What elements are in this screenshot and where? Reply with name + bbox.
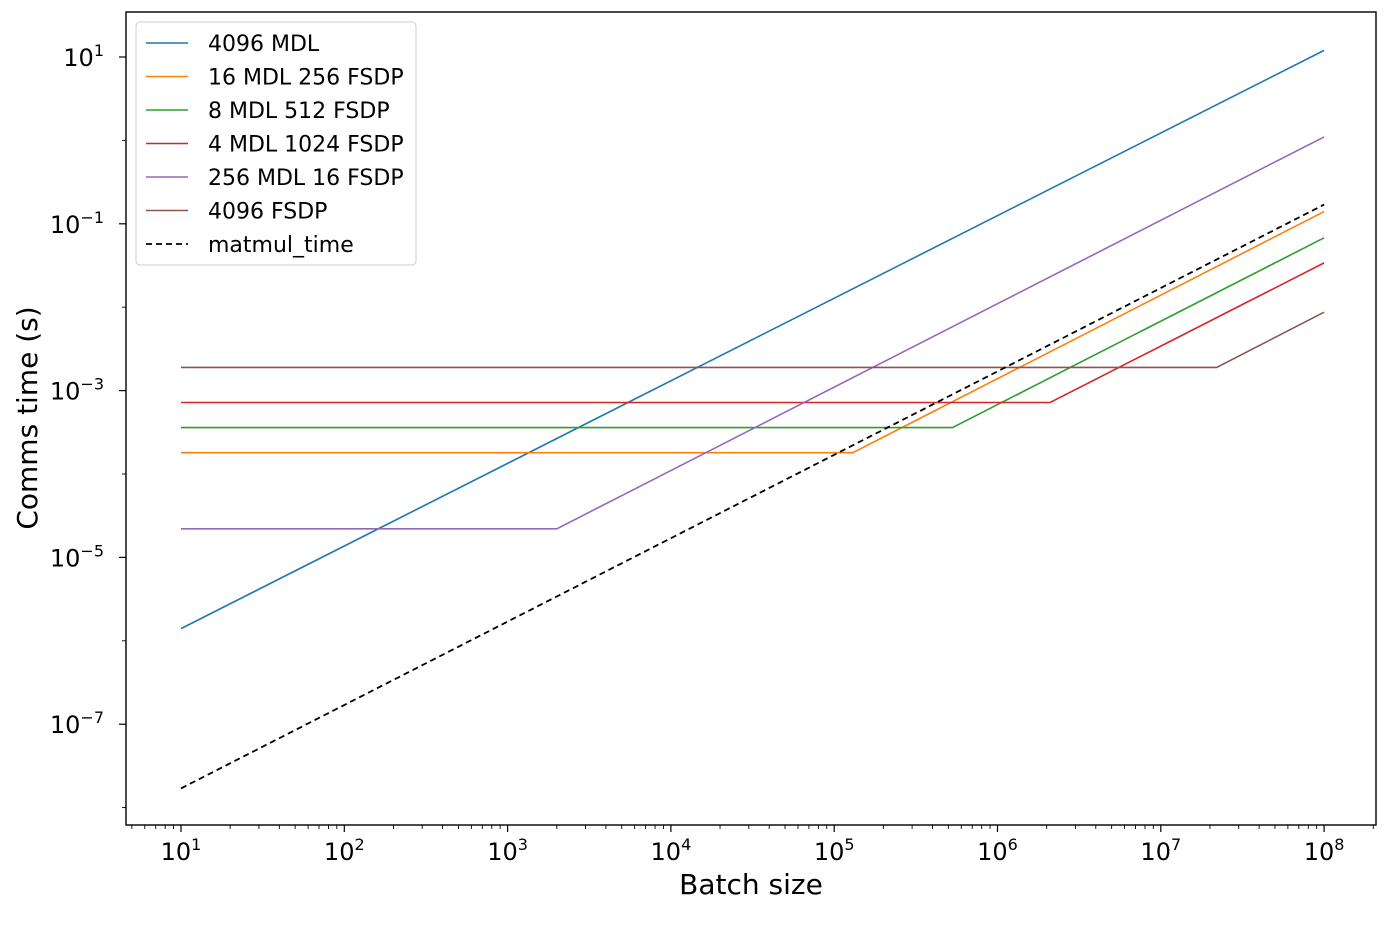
y-tick-label: 10−1 bbox=[50, 208, 104, 239]
y-axis-label: Comms time (s) bbox=[11, 306, 44, 529]
legend-label: 16 MDL 256 FSDP bbox=[208, 66, 404, 91]
series-line-3 bbox=[181, 262, 1325, 404]
x-tick-label: 107 bbox=[1140, 835, 1181, 866]
series-line-2 bbox=[181, 237, 1325, 429]
series-line-4 bbox=[181, 136, 1325, 530]
y-tick-label: 10−5 bbox=[50, 541, 104, 572]
y-tick-label: 10−3 bbox=[50, 375, 104, 406]
legend-label: 4 MDL 1024 FSDP bbox=[208, 133, 404, 158]
legend-label: 8 MDL 512 FSDP bbox=[208, 99, 390, 124]
x-axis-label: Batch size bbox=[679, 868, 823, 901]
legend-label: 4096 MDL bbox=[208, 32, 320, 57]
legend: 4096 MDL 16 MDL 256 FSDP 8 MDL 512 FSDP 4 M… bbox=[135, 21, 417, 266]
y-tick-label: 10−7 bbox=[50, 708, 104, 739]
x-tick-label: 106 bbox=[977, 835, 1018, 866]
x-tick-label: 104 bbox=[651, 835, 692, 866]
axis-ticks: 101 102 103 104 105 106 107 108 10−7 10−5 10−3 10−1… bbox=[50, 41, 1374, 866]
plot-lines bbox=[180, 49, 1325, 790]
x-tick-label: 108 bbox=[1304, 835, 1345, 866]
legend-label: 4096 FSDP bbox=[208, 200, 327, 225]
plot-frame bbox=[125, 11, 1377, 826]
legend-label: 256 MDL 16 FSDP bbox=[208, 166, 404, 191]
x-tick-label: 105 bbox=[814, 835, 855, 866]
series-line-1 bbox=[181, 210, 1325, 454]
series-line-0 bbox=[180, 49, 1325, 630]
series-line-5 bbox=[181, 311, 1325, 369]
y-tick-label: 101 bbox=[63, 41, 104, 72]
x-tick-label: 102 bbox=[324, 835, 365, 866]
legend-label: matmul_time bbox=[208, 233, 354, 258]
legend-box bbox=[135, 21, 417, 266]
x-tick-label: 101 bbox=[161, 835, 202, 866]
series-line-6 bbox=[180, 203, 1325, 790]
x-tick-label: 103 bbox=[487, 835, 528, 866]
